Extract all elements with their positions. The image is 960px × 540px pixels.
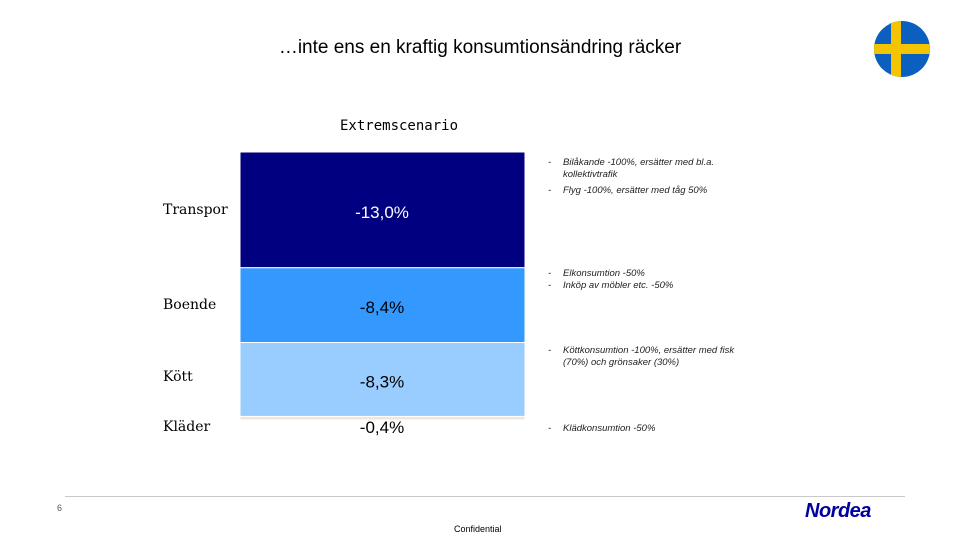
value-label-3: -0,4% <box>360 418 404 437</box>
note-dash: - <box>548 423 552 434</box>
note-boende: - Elkonsumtion -50% - Inköp av möbler et… <box>548 268 748 292</box>
note-text: Köttkonsumtion -100%, ersätter med fisk … <box>563 345 735 368</box>
note-transport: - Bilåkande -100%, ersätter med bl.a. ko… <box>548 157 748 197</box>
category-label-boende: Boende <box>163 297 217 313</box>
bar-segment-2 <box>239 342 526 417</box>
value-label-2: -8,3% <box>360 372 404 391</box>
note-text: Klädkonsumtion -50% <box>563 423 656 434</box>
note-dash: - <box>548 280 552 291</box>
page-number: 6 <box>57 503 63 513</box>
chart-subtitle: Extremscenario <box>340 118 459 134</box>
value-label-1: -8,4% <box>360 298 404 317</box>
bar-segment-3 <box>239 415 526 421</box>
note-text: Elkonsumtion -50% <box>563 268 645 279</box>
category-label-transport: Transpor <box>163 202 228 218</box>
bar-segment-1 <box>239 267 526 344</box>
nordea-logo: Nordea <box>805 500 871 522</box>
category-label-klader: Kläder <box>163 419 211 435</box>
confidential-label: Confidential <box>454 524 502 534</box>
page-title: …inte ens en kraftig konsumtionsändring … <box>278 37 682 58</box>
note-klader: - Klädkonsumtion -50% <box>548 423 748 435</box>
note-text: Flyg -100%, ersätter med tåg 50% <box>563 185 708 196</box>
sweden-flag-icon <box>874 21 930 77</box>
note-kott: - Köttkonsumtion -100%, ersätter med fis… <box>548 345 748 369</box>
category-label-kott: Kött <box>163 369 193 385</box>
note-dash: - <box>548 268 552 279</box>
note-text: Bilåkande -100%, ersätter med bl.a. koll… <box>563 157 715 180</box>
note-dash: - <box>548 185 552 196</box>
note-dash: - <box>548 345 552 356</box>
note-dash: - <box>548 157 552 168</box>
footer-divider <box>65 496 905 497</box>
value-label-0: -13,0% <box>355 203 409 222</box>
note-text: Inköp av möbler etc. -50% <box>563 280 674 291</box>
